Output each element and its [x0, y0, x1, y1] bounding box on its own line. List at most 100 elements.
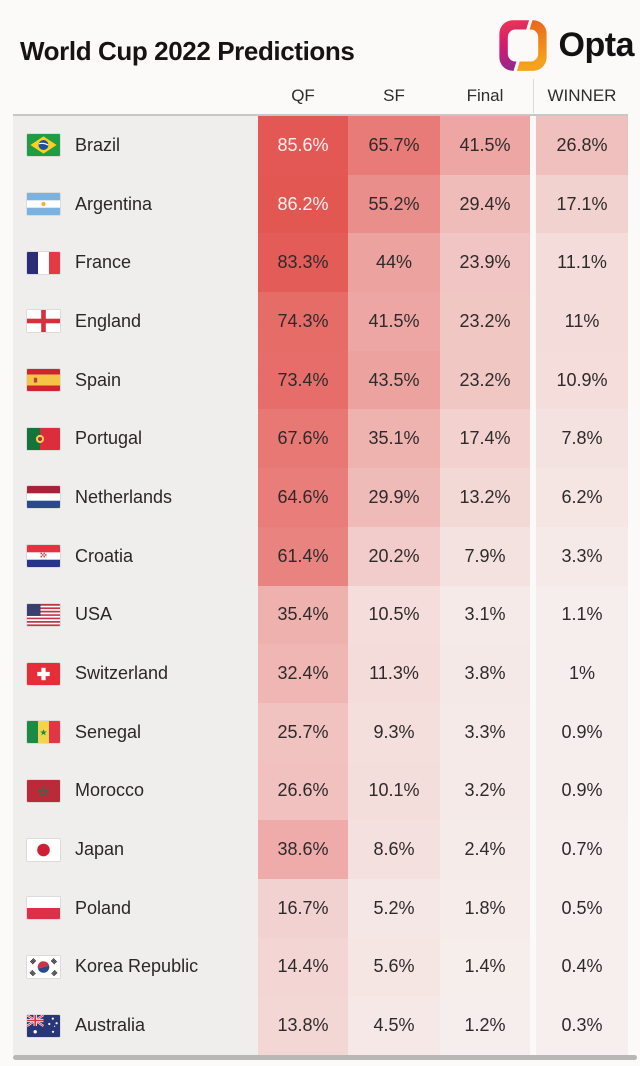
sf-probability-cell: 20.2%: [348, 526, 440, 586]
table-row: Croatia 61.4% 20.2% 7.9% 3.3%: [13, 526, 628, 586]
final-probability-cell: 13.2%: [440, 468, 530, 527]
winner-probability-cell: 0.7%: [536, 820, 628, 879]
final-probability-cell: 1.8%: [440, 878, 530, 938]
final-probability-cell: 1.4%: [440, 937, 530, 997]
qf-probability-cell: 26.6%: [258, 761, 348, 821]
morocco-flag-icon: [27, 779, 60, 802]
qf-probability-cell: 74.3%: [258, 292, 348, 351]
team-name: Korea Republic: [75, 956, 199, 977]
winner-probability-cell: 0.3%: [536, 996, 628, 1055]
final-probability-cell: 3.8%: [440, 644, 530, 703]
team-cell: Brazil: [13, 116, 258, 175]
sf-probability-cell: 55.2%: [348, 174, 440, 234]
winner-probability-cell: 0.4%: [536, 937, 628, 997]
team-name: Switzerland: [75, 663, 169, 684]
qf-probability-cell: 85.6%: [258, 116, 348, 175]
table-row: Japan 38.6% 8.6% 2.4% 0.7%: [13, 820, 628, 879]
sf-probability-cell: 35.1%: [348, 409, 440, 469]
team-cell: Poland: [13, 878, 258, 938]
predictions-table: Brazil 85.6% 65.7% 41.5% 26.8% Argentina 86.2%…: [13, 116, 628, 1055]
korea-flag-icon: [27, 955, 60, 978]
final-probability-cell: 23.2%: [440, 350, 530, 410]
qf-probability-cell: 38.6%: [258, 820, 348, 879]
sf-probability-cell: 29.9%: [348, 468, 440, 527]
team-name: Croatia: [75, 545, 134, 566]
argentina-flag-icon: [27, 193, 60, 216]
table-row: Morocco 26.6% 10.1% 3.2% 0.9%: [13, 761, 628, 821]
team-cell: Croatia: [13, 526, 258, 586]
qf-probability-cell: 86.2%: [258, 174, 348, 234]
france-flag-icon: [27, 251, 60, 274]
team-cell: Spain: [13, 350, 258, 410]
team-cell: Portugal: [13, 409, 258, 469]
team-cell: France: [13, 233, 258, 293]
qf-probability-cell: 73.4%: [258, 350, 348, 410]
winner-probability-cell: 3.3%: [536, 526, 628, 586]
table-row: Switzerland 32.4% 11.3% 3.8% 1%: [13, 644, 628, 703]
winner-probability-cell: 1%: [536, 644, 628, 703]
team-cell: Morocco: [13, 761, 258, 821]
qf-probability-cell: 13.8%: [258, 996, 348, 1055]
team-name: France: [75, 252, 132, 273]
opta-logo-icon: [498, 19, 547, 71]
table-row: Poland 16.7% 5.2% 1.8% 0.5%: [13, 878, 628, 938]
winner-probability-cell: 1.1%: [536, 585, 628, 645]
team-name: England: [75, 310, 142, 331]
winner-probability-cell: 0.5%: [536, 878, 628, 938]
team-cell: England: [13, 292, 258, 351]
final-probability-cell: 1.2%: [440, 996, 530, 1055]
england-flag-icon: [27, 310, 60, 333]
team-cell: Argentina: [13, 174, 258, 234]
sf-probability-cell: 8.6%: [348, 820, 440, 879]
team-name: Argentina: [75, 193, 153, 214]
winner-column-separator: [530, 79, 536, 113]
team-cell: Korea Republic: [13, 937, 258, 997]
final-probability-cell: 17.4%: [440, 409, 530, 469]
column-header-qf: QF: [291, 86, 315, 105]
usa-flag-icon: [27, 603, 60, 626]
winner-probability-cell: 0.9%: [536, 761, 628, 821]
final-probability-cell: 23.2%: [440, 292, 530, 351]
sf-probability-cell: 65.7%: [348, 116, 440, 175]
sf-probability-cell: 41.5%: [348, 292, 440, 351]
brazil-flag-icon: [27, 134, 60, 157]
winner-probability-cell: 7.8%: [536, 409, 628, 469]
team-cell: Senegal: [13, 702, 258, 762]
senegal-flag-icon: [27, 721, 60, 744]
qf-probability-cell: 35.4%: [258, 585, 348, 645]
table-row: Senegal 25.7% 9.3% 3.3% 0.9%: [13, 702, 628, 762]
team-name: Japan: [75, 839, 125, 860]
qf-probability-cell: 14.4%: [258, 937, 348, 997]
team-name: Senegal: [75, 721, 142, 742]
spain-flag-icon: [27, 369, 60, 392]
winner-probability-cell: 26.8%: [536, 116, 628, 175]
final-probability-cell: 3.2%: [440, 761, 530, 821]
croatia-flag-icon: [27, 545, 60, 568]
table-row: England 74.3% 41.5% 23.2% 11%: [13, 292, 628, 351]
winner-probability-cell: 0.9%: [536, 702, 628, 762]
sf-probability-cell: 10.5%: [348, 585, 440, 645]
team-name: Australia: [75, 1015, 146, 1036]
final-probability-cell: 7.9%: [440, 526, 530, 586]
sf-probability-cell: 43.5%: [348, 350, 440, 410]
japan-flag-icon: [27, 838, 60, 861]
qf-probability-cell: 32.4%: [258, 644, 348, 703]
netherlands-flag-icon: [27, 486, 60, 509]
final-probability-cell: 29.4%: [440, 174, 530, 234]
team-name: Morocco: [75, 780, 145, 801]
winner-probability-cell: 11%: [536, 292, 628, 351]
team-name: Spain: [75, 369, 122, 390]
sf-probability-cell: 5.2%: [348, 878, 440, 938]
table-row: Argentina 86.2% 55.2% 29.4% 17.1%: [13, 174, 628, 234]
final-probability-cell: 2.4%: [440, 820, 530, 879]
qf-probability-cell: 64.6%: [258, 468, 348, 527]
bottom-scrollbar[interactable]: [13, 1055, 637, 1060]
table-row: France 83.3% 44% 23.9% 11.1%: [13, 233, 628, 293]
qf-probability-cell: 16.7%: [258, 878, 348, 938]
column-header-winner: WINNER: [547, 86, 617, 105]
team-cell: Australia: [13, 996, 258, 1055]
qf-probability-cell: 61.4%: [258, 526, 348, 586]
team-name: Netherlands: [75, 486, 173, 507]
team-name: USA: [75, 604, 113, 625]
